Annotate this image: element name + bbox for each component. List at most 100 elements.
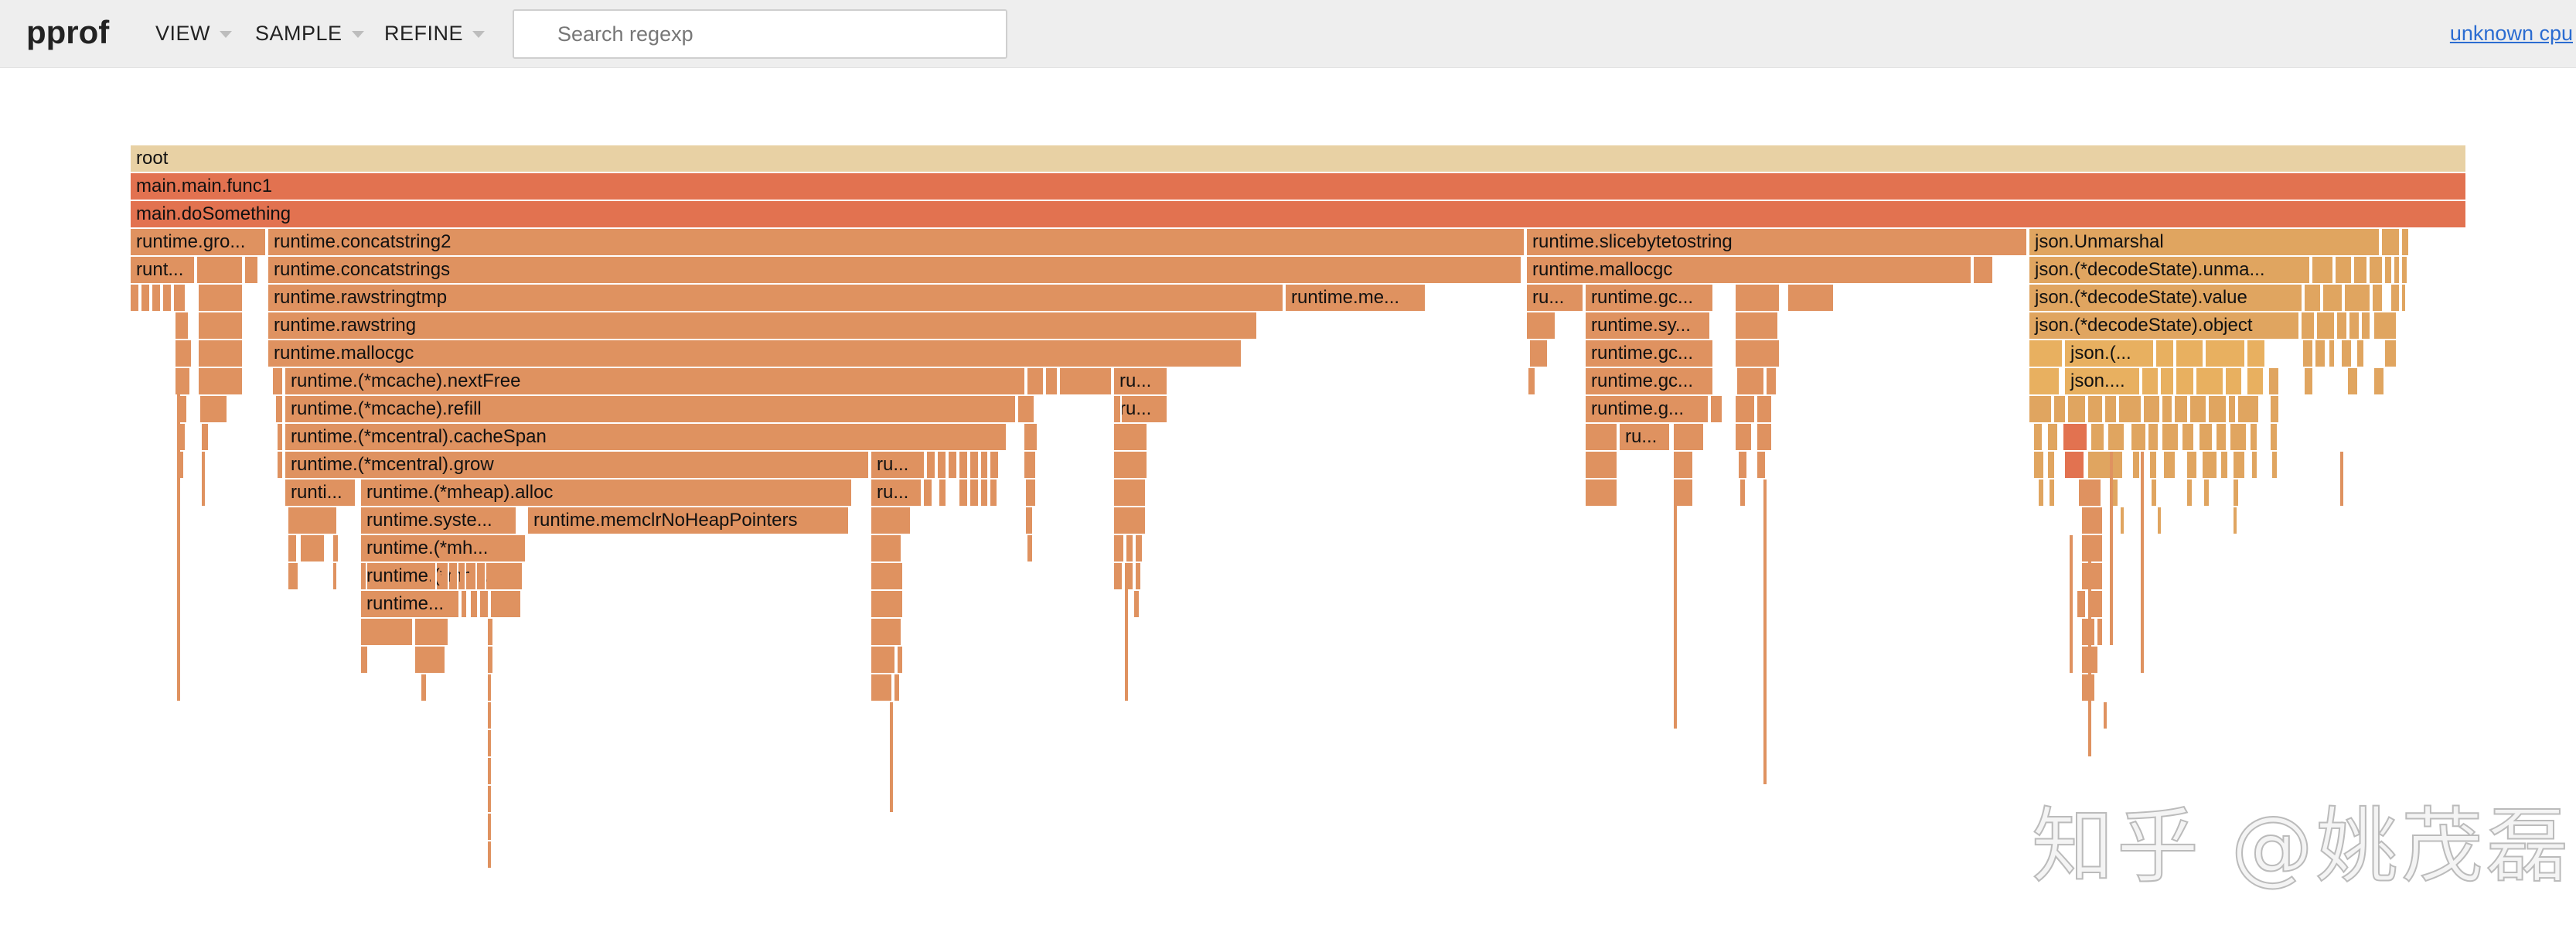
flame-frame-narrow[interactable] <box>421 674 428 701</box>
flame-frame-narrow[interactable] <box>1126 535 1134 561</box>
flame-frame-narrow[interactable] <box>2226 368 2243 394</box>
flame-frame[interactable]: main.doSomething <box>131 201 2467 227</box>
flame-frame-narrow[interactable] <box>276 396 284 422</box>
flame-frame-narrow[interactable] <box>2209 396 2227 422</box>
flame-frame-narrow[interactable] <box>199 368 244 394</box>
flame-frame-narrow[interactable] <box>2068 396 2087 422</box>
flame-frame-narrow[interactable] <box>431 563 437 589</box>
flame-frame[interactable]: runtime... <box>361 591 460 617</box>
flame-frame-narrow[interactable] <box>1126 563 1134 589</box>
flame-frame-narrow[interactable] <box>2105 396 2118 422</box>
flame-frame-narrow[interactable] <box>333 563 338 589</box>
flame-frame-narrow[interactable] <box>451 563 458 589</box>
flame-frame-narrow[interactable] <box>2302 312 2315 339</box>
flame-frame[interactable]: ru... <box>1114 368 1168 394</box>
flame-frame-narrow[interactable] <box>2357 340 2365 367</box>
flame-frame-narrow[interactable] <box>2217 424 2227 450</box>
flame-frame[interactable]: runtime.rawstring <box>268 312 1258 339</box>
flame-frame[interactable]: json.... <box>2065 368 2141 394</box>
flame-frame-narrow[interactable] <box>1024 424 1038 450</box>
search-box[interactable] <box>513 9 1007 59</box>
flame-frame-narrow[interactable] <box>2271 396 2280 422</box>
flame-frame-narrow[interactable] <box>2402 229 2410 255</box>
flame-frame[interactable]: json.(*decodeState).value <box>2029 285 2303 311</box>
flame-frame[interactable]: runtime.(*mcache).refill <box>285 396 1017 422</box>
flame-frame[interactable]: runtime.mallocgc <box>1527 257 1972 283</box>
flame-frame-narrow[interactable] <box>2063 424 2088 450</box>
flame-frame-narrow[interactable] <box>871 563 904 589</box>
flame-frame[interactable]: runt... <box>131 257 196 283</box>
flame-frame-narrow[interactable] <box>2342 340 2353 367</box>
flame-frame-narrow[interactable] <box>488 786 492 812</box>
flame-frame[interactable]: ru... <box>1527 285 1584 311</box>
flame-frame-narrow[interactable] <box>2251 424 2258 450</box>
flame-frame-narrow[interactable] <box>898 647 904 673</box>
flame-frame-narrow[interactable] <box>2247 368 2264 394</box>
flame-frame-narrow[interactable] <box>1757 424 1773 450</box>
flame-frame-narrow[interactable] <box>1026 507 1034 534</box>
flame-frame-narrow[interactable] <box>469 563 477 589</box>
flame-frame-narrow[interactable] <box>959 452 969 478</box>
flame-frame-narrow[interactable] <box>1114 452 1148 478</box>
flame-frame-narrow[interactable] <box>488 619 494 645</box>
flame-frame-narrow[interactable] <box>938 452 947 478</box>
flame-frame-narrow[interactable] <box>2272 452 2278 478</box>
flame-frame-narrow[interactable] <box>2271 424 2278 450</box>
flame-frame[interactable]: runtime.memclrNoHeapPointers <box>528 507 850 534</box>
flame-frame-narrow[interactable] <box>491 591 522 617</box>
flame-frame-narrow[interactable] <box>1060 368 1113 394</box>
flame-frame-narrow[interactable] <box>462 591 468 617</box>
flame-frame[interactable]: ru... <box>871 480 922 506</box>
flame-frame[interactable]: runtime.mallocgc <box>268 340 1242 367</box>
flame-frame-narrow[interactable] <box>2402 285 2407 311</box>
flame-frame-narrow[interactable] <box>981 480 989 506</box>
flame-frame-narrow[interactable] <box>1586 424 1618 450</box>
flame-frame-narrow[interactable] <box>488 674 492 701</box>
flame-frame-narrow[interactable] <box>488 730 492 756</box>
flame-frame-narrow[interactable] <box>288 563 299 589</box>
flame-frame-narrow[interactable] <box>333 535 339 561</box>
flame-frame-narrow[interactable] <box>1114 507 1147 534</box>
flame-frame[interactable]: runtime.(*mcentral).grow <box>285 452 870 478</box>
flame-frame-narrow[interactable] <box>871 647 896 673</box>
flame-frame-narrow[interactable] <box>175 340 193 367</box>
flame-frame-narrow[interactable] <box>2182 424 2195 450</box>
flame-frame-narrow[interactable] <box>1737 368 1765 394</box>
flame-frame-narrow[interactable] <box>2050 480 2056 506</box>
flame-frame-narrow[interactable] <box>2238 396 2260 422</box>
flame-frame-narrow[interactable] <box>2204 480 2210 506</box>
flame-frame-narrow[interactable] <box>2133 452 2141 478</box>
flame-frame-narrow[interactable] <box>1736 285 1780 311</box>
flame-frame-narrow[interactable] <box>199 340 244 367</box>
flame-frame-narrow[interactable] <box>197 257 244 283</box>
flame-frame-narrow[interactable] <box>2196 368 2224 394</box>
flame-frame-narrow[interactable] <box>1739 452 1748 478</box>
flame-frame-narrow[interactable] <box>2362 312 2371 339</box>
flame-frame-narrow[interactable] <box>1027 535 1034 561</box>
flame-frame-narrow[interactable] <box>981 452 989 478</box>
flame-frame-narrow[interactable] <box>488 702 492 729</box>
flame-frame[interactable]: json.(*decodeState).object <box>2029 312 2300 339</box>
flame-frame-narrow[interactable] <box>1788 285 1835 311</box>
flame-frame-narrow[interactable] <box>2247 340 2266 367</box>
flame-frame-narrow[interactable] <box>1586 480 1618 506</box>
flame-frame-narrow[interactable] <box>488 563 523 589</box>
flame-frame-narrow[interactable] <box>199 312 244 339</box>
flame-frame-narrow[interactable] <box>871 674 893 701</box>
flame-frame-narrow[interactable] <box>2048 452 2056 478</box>
flame-frame-narrow[interactable] <box>202 424 210 450</box>
flame-frame-narrow[interactable] <box>2221 452 2229 478</box>
flame-frame-narrow[interactable] <box>363 563 367 589</box>
view-menu[interactable]: VIEW <box>155 22 233 46</box>
flame-frame-narrow[interactable] <box>2162 424 2179 450</box>
flame-frame-narrow[interactable] <box>2349 312 2360 339</box>
flame-frame-narrow[interactable] <box>288 507 338 534</box>
flame-frame-narrow[interactable] <box>1026 480 1037 506</box>
flame-frame-narrow[interactable] <box>959 480 969 506</box>
flame-frame-narrow[interactable] <box>2048 424 2059 450</box>
flame-frame-narrow[interactable] <box>2164 452 2176 478</box>
flame-frame-narrow[interactable] <box>2088 452 2111 478</box>
flame-frame-narrow[interactable] <box>2148 424 2159 450</box>
flame-frame-narrow[interactable] <box>1114 563 1123 589</box>
search-input[interactable] <box>514 11 1006 57</box>
